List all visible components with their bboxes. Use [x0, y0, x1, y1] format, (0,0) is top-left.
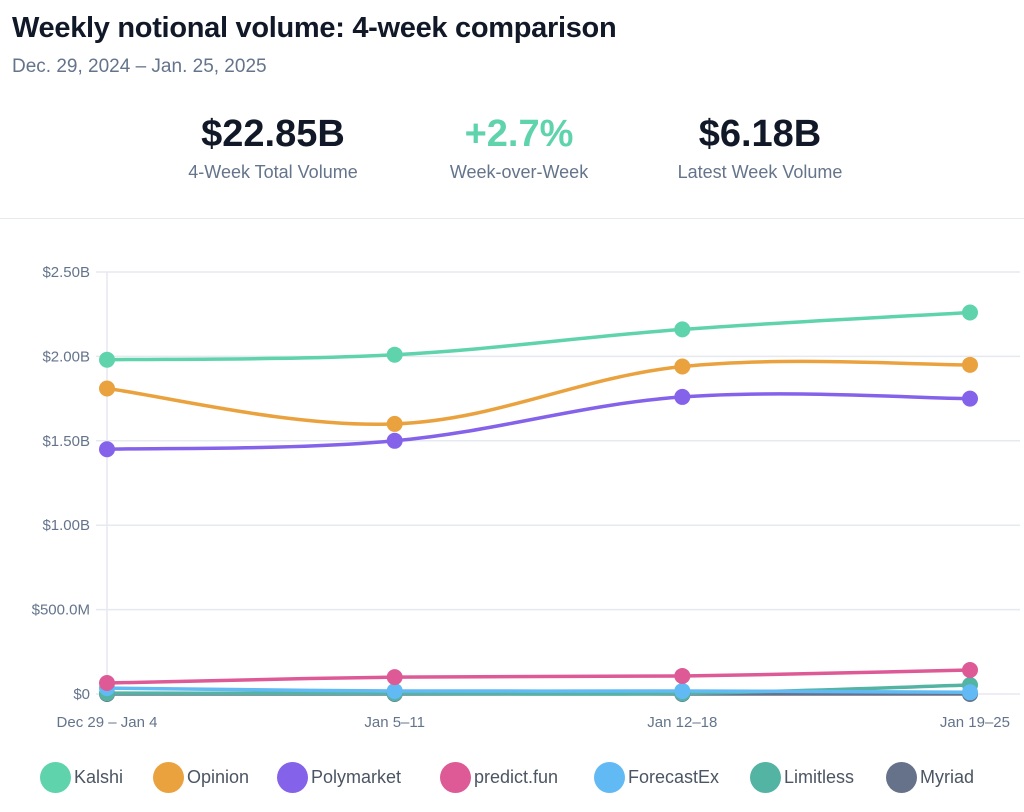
series-line-kalshi: [105, 310, 972, 362]
stat-label: Week-over-Week: [449, 162, 589, 182]
legend-item-polymarket[interactable]: Polymarket: [277, 760, 401, 794]
stat-label: Latest Week Volume: [677, 162, 843, 182]
legend-item-kalshi[interactable]: Kalshi: [40, 760, 123, 794]
legend-swatch: [594, 761, 625, 793]
series-line-predict-fun: [105, 668, 972, 685]
legend-label: Opinion: [187, 766, 250, 787]
series-lines: [105, 310, 972, 696]
stat-value: $6.18B: [698, 113, 822, 155]
data-point-opinion: [962, 356, 978, 373]
legend-item-opinion[interactable]: Opinion: [153, 760, 249, 794]
legend-swatch: [886, 761, 917, 793]
y-tick-label: $1.50B: [42, 433, 90, 450]
y-tick-label: $1.00B: [42, 517, 90, 534]
series-line-polymarket: [105, 392, 972, 451]
chart-title: Weekly notional volume: 4-week compariso…: [12, 12, 617, 44]
legend-label: Myriad: [920, 766, 975, 787]
series-points: [99, 304, 978, 702]
data-point-opinion: [674, 358, 691, 375]
y-tick-label: $2.00B: [42, 348, 90, 365]
data-point-kalshi: [674, 321, 691, 338]
date-range-subtitle: Dec. 29, 2024 – Jan. 25, 2025: [12, 56, 267, 77]
summary-stats: $22.85B 4-Week Total Volume +2.7% Week-o…: [0, 112, 1024, 202]
data-point-polymarket: [674, 388, 691, 405]
legend-swatch: [440, 761, 471, 793]
stat-total-volume: $22.85B 4-Week Total Volume: [143, 112, 403, 183]
series-line-opinion: [105, 359, 972, 426]
legend-label: Kalshi: [74, 766, 124, 787]
legend-item-forecastex[interactable]: ForecastEx: [594, 760, 719, 794]
data-point-polymarket: [962, 390, 978, 407]
x-tick-label: Jan 5–11: [364, 714, 425, 731]
gridlines: [96, 271, 1020, 695]
stat-week-over-week: +2.7% Week-over-Week: [389, 112, 649, 183]
legend-label: predict.fun: [474, 766, 559, 787]
legend-label: Limitless: [784, 766, 855, 787]
y-tick-label: $500.0M: [32, 602, 90, 619]
data-point-opinion: [99, 380, 115, 397]
data-point-forecastex: [674, 682, 691, 699]
data-point-polymarket: [99, 441, 115, 458]
x-tick-label: Dec 29 – Jan 4: [57, 714, 158, 731]
data-point-predict-fun: [962, 662, 978, 679]
legend-label: Polymarket: [311, 766, 402, 787]
data-point-forecastex: [386, 682, 403, 699]
x-tick-label: Jan 12–18: [647, 714, 717, 731]
y-axis: $0 $500.0M $1.00B $1.50B $2.00B $2.50B: [32, 264, 90, 703]
y-tick-label: $0: [73, 686, 90, 703]
data-point-opinion: [386, 415, 403, 432]
x-axis: Dec 29 – Jan 4 Jan 5–11 Jan 12–18 Jan 19–25: [57, 714, 1010, 731]
legend-swatch: [277, 761, 308, 793]
data-point-predict-fun: [674, 667, 691, 684]
y-tick-label: $2.50B: [42, 264, 90, 281]
stat-value: $22.85B: [201, 113, 345, 155]
section-divider: [0, 218, 1024, 219]
data-point-kalshi: [386, 346, 403, 363]
line-chart: $0 $500.0M $1.00B $1.50B $2.00B $2.50B Dec 29…: [32, 264, 1020, 731]
stat-latest-week: $6.18B Latest Week Volume: [630, 112, 890, 183]
legend-swatch: [750, 761, 781, 793]
data-point-polymarket: [386, 432, 403, 449]
series-line-forecastex: [105, 686, 972, 695]
legend-swatch: [153, 761, 184, 793]
legend-label: ForecastEx: [628, 766, 720, 787]
data-point-predict-fun: [99, 675, 115, 692]
stat-value: +2.7%: [464, 113, 574, 155]
chart-legend: Kalshi Opinion Polymarket predict.fun Foreca…: [0, 760, 1024, 794]
data-point-predict-fun: [386, 669, 403, 686]
legend-item-myriad[interactable]: Myriad: [886, 760, 974, 794]
x-tick-label: Jan 19–25: [940, 714, 1010, 731]
data-point-forecastex: [962, 684, 978, 701]
data-point-kalshi: [99, 351, 115, 368]
legend-item-predict-fun[interactable]: predict.fun: [440, 760, 558, 794]
series-line-limitless: [105, 683, 972, 696]
data-point-kalshi: [962, 304, 978, 321]
legend-item-limitless[interactable]: Limitless: [750, 760, 854, 794]
stat-label: 4-Week Total Volume: [188, 162, 358, 182]
legend-swatch: [40, 761, 71, 793]
